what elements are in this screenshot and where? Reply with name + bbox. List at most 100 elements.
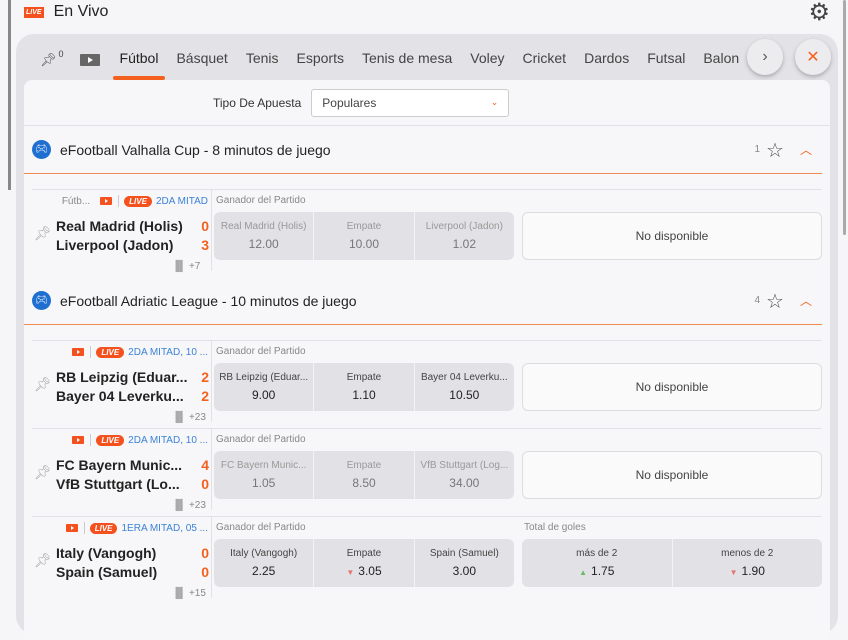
tab-6[interactable]: Cricket bbox=[522, 50, 567, 66]
total-label: Total de goles bbox=[524, 522, 586, 533]
match-row[interactable]: LIVE 2DA MITAD, 10 ... 📌︎ FC Bayern Munic… bbox=[32, 428, 822, 516]
more-markets[interactable]: ▐▌ +15 bbox=[172, 588, 206, 599]
more-markets[interactable]: ▐▌ +23 bbox=[172, 500, 206, 511]
league-name: eFootball Adriatic League - 10 minutos d… bbox=[60, 292, 357, 309]
tab-3[interactable]: Esports bbox=[296, 50, 344, 66]
away-score: 0 bbox=[201, 564, 209, 580]
top-bar: LIVE En Vivo bbox=[24, 0, 724, 24]
odd-name: Empate bbox=[346, 548, 382, 559]
odd-value: 1.02 bbox=[452, 237, 476, 251]
odd-button[interactable]: Liverpool (Jadon) 1.02 bbox=[415, 212, 514, 260]
odd-button[interactable]: menos de 2 ▼ 1.90 bbox=[673, 539, 823, 587]
bet-type-filter: Tipo De Apuesta Populares ⌄ bbox=[24, 80, 830, 126]
stats-icon: ▐▌ bbox=[172, 588, 187, 599]
odd-name: menos de 2 bbox=[721, 548, 774, 559]
page-scrollbar[interactable] bbox=[843, 0, 846, 235]
league-header[interactable]: 🎮︎ eFootball Valhalla Cup - 8 minutos de … bbox=[24, 126, 822, 174]
gear-icon[interactable]: ⚙ bbox=[808, 0, 830, 26]
away-team: Spain (Samuel) bbox=[56, 564, 158, 580]
tab-4[interactable]: Tenis de mesa bbox=[361, 50, 453, 66]
pin-icon[interactable]: 📌︎ bbox=[34, 553, 52, 569]
odd-name: Empate bbox=[346, 221, 382, 232]
video-icon[interactable] bbox=[72, 436, 85, 444]
market-label: Ganador del Partido bbox=[216, 346, 306, 357]
odd-button[interactable]: FC Bayern Munic... 1.05 bbox=[214, 451, 315, 499]
page-title: En Vivo bbox=[53, 3, 109, 20]
unavailable-market: No disponible bbox=[522, 212, 822, 260]
video-icon[interactable] bbox=[79, 54, 100, 66]
gamepad-icon: 🎮︎ bbox=[32, 291, 51, 310]
live-panel: 📌︎ 0 Fútbol Básquet Tenis Esports Tenis de m… bbox=[16, 34, 838, 640]
odds-group: FC Bayern Munic... 1.05 Empate 8.50 VfB Stut… bbox=[214, 451, 514, 499]
bet-type-select[interactable]: Populares ⌄ bbox=[311, 88, 510, 117]
away-score: 0 bbox=[201, 476, 209, 492]
odd-value: 8.50 bbox=[352, 476, 376, 490]
league-count: 1 bbox=[754, 144, 761, 155]
tab-1[interactable]: Básquet bbox=[176, 50, 228, 66]
more-count: +23 bbox=[188, 412, 206, 423]
match-row[interactable]: LIVE 2DA MITAD, 10 ... 📌︎ RB Leipzig (Edu… bbox=[32, 340, 822, 428]
pin-icon[interactable]: 📌︎ bbox=[34, 377, 52, 393]
match-meta: LIVE 2DA MITAD, 10 ... bbox=[72, 434, 208, 446]
odds-group: Real Madrid (Holis) 12.00 Empate 10.00 Liver… bbox=[214, 212, 514, 260]
tab-8[interactable]: Futsal bbox=[647, 50, 686, 66]
unavailable-market: No disponible bbox=[522, 451, 822, 499]
odd-button[interactable]: VfB Stuttgart (Log... 34.00 bbox=[415, 451, 514, 499]
star-icon[interactable]: ☆ bbox=[766, 137, 784, 162]
tab-0[interactable]: Fútbol bbox=[112, 40, 166, 80]
video-icon[interactable] bbox=[72, 348, 85, 356]
odd-name: Italy (Vangogh) bbox=[230, 548, 298, 559]
tab-5[interactable]: Voley bbox=[470, 50, 505, 66]
odd-value: 10.00 bbox=[348, 237, 379, 251]
odd-button[interactable]: Real Madrid (Holis) 12.00 bbox=[214, 212, 315, 260]
video-icon[interactable] bbox=[100, 197, 113, 205]
odd-button[interactable]: Bayer 04 Leverku... 10.50 bbox=[415, 363, 514, 411]
star-icon[interactable]: ☆ bbox=[766, 288, 784, 313]
sport-label: Fútb... bbox=[61, 195, 91, 207]
odd-value: 1.10 bbox=[352, 388, 376, 402]
league-name: eFootball Valhalla Cup - 8 minutos de ju… bbox=[60, 141, 331, 158]
stats-icon: ▐▌ bbox=[172, 412, 187, 423]
away-score: 2 bbox=[201, 388, 209, 404]
odd-name: más de 2 bbox=[576, 548, 618, 559]
home-score: 0 bbox=[201, 218, 209, 234]
live-badge: LIVE bbox=[124, 195, 152, 207]
more-markets[interactable]: ▐▌ +7 bbox=[172, 261, 200, 272]
match-meta: LIVE 1ERA MITAD, 05 ... bbox=[65, 522, 208, 534]
pin-icon[interactable]: 📌︎ bbox=[34, 226, 52, 242]
odd-button[interactable]: RB Leipzig (Eduar... 9.00 bbox=[214, 363, 315, 411]
left-scrollbar[interactable] bbox=[8, 0, 11, 190]
next-tabs-button[interactable]: › bbox=[747, 39, 783, 75]
pin-icon[interactable]: 📌︎ bbox=[34, 465, 52, 481]
pinned-count: 0 bbox=[58, 49, 64, 59]
match-row[interactable]: Fútb... LIVE 2DA MITAD 📌︎ Real Madrid (Hol… bbox=[32, 189, 822, 277]
match-row[interactable]: LIVE 1ERA MITAD, 05 ... 📌︎ Italy (Vangogh… bbox=[32, 516, 822, 604]
more-count: +23 bbox=[188, 500, 206, 511]
trend-down-icon: ▼ bbox=[729, 568, 738, 577]
odd-name: Liverpool (Jadon) bbox=[425, 221, 503, 232]
pin-icon[interactable]: 📌︎ bbox=[40, 52, 57, 68]
odd-button[interactable]: más de 2 ▲ 1.75 bbox=[522, 539, 673, 587]
more-markets[interactable]: ▐▌ +23 bbox=[172, 412, 206, 423]
league-count: 4 bbox=[754, 295, 761, 306]
odd-value: 3.05 bbox=[358, 564, 382, 578]
odd-button[interactable]: Italy (Vangogh) 2.25 bbox=[214, 539, 315, 587]
odds-group: Italy (Vangogh) 2.25 Empate ▼ 3.05 Spain (Sam… bbox=[214, 539, 514, 587]
chevron-up-icon[interactable]: ︿ bbox=[799, 294, 812, 308]
video-icon[interactable] bbox=[65, 524, 78, 532]
odd-button[interactable]: Empate 8.50 bbox=[314, 451, 415, 499]
odd-value: 10.50 bbox=[449, 388, 480, 402]
tab-7[interactable]: Dardos bbox=[584, 50, 630, 66]
tab-2[interactable]: Tenis bbox=[245, 50, 279, 66]
odd-button[interactable]: Spain (Samuel) 3.00 bbox=[415, 539, 514, 587]
odd-button[interactable]: Empate 10.00 bbox=[314, 212, 415, 260]
collapse-all-button[interactable]: ✕ bbox=[795, 39, 831, 75]
odd-button[interactable]: Empate 1.10 bbox=[314, 363, 415, 411]
tab-9[interactable]: Balonmano bbox=[703, 50, 740, 66]
more-count: +7 bbox=[188, 261, 201, 272]
chevron-up-icon[interactable]: ︿ bbox=[799, 143, 812, 157]
odd-value: 3.00 bbox=[452, 564, 476, 578]
stats-icon: ▐▌ bbox=[172, 500, 187, 511]
league-header[interactable]: 🎮︎ eFootball Adriatic League - 10 minutos… bbox=[24, 277, 822, 325]
odd-button[interactable]: Empate ▼ 3.05 bbox=[314, 539, 415, 587]
